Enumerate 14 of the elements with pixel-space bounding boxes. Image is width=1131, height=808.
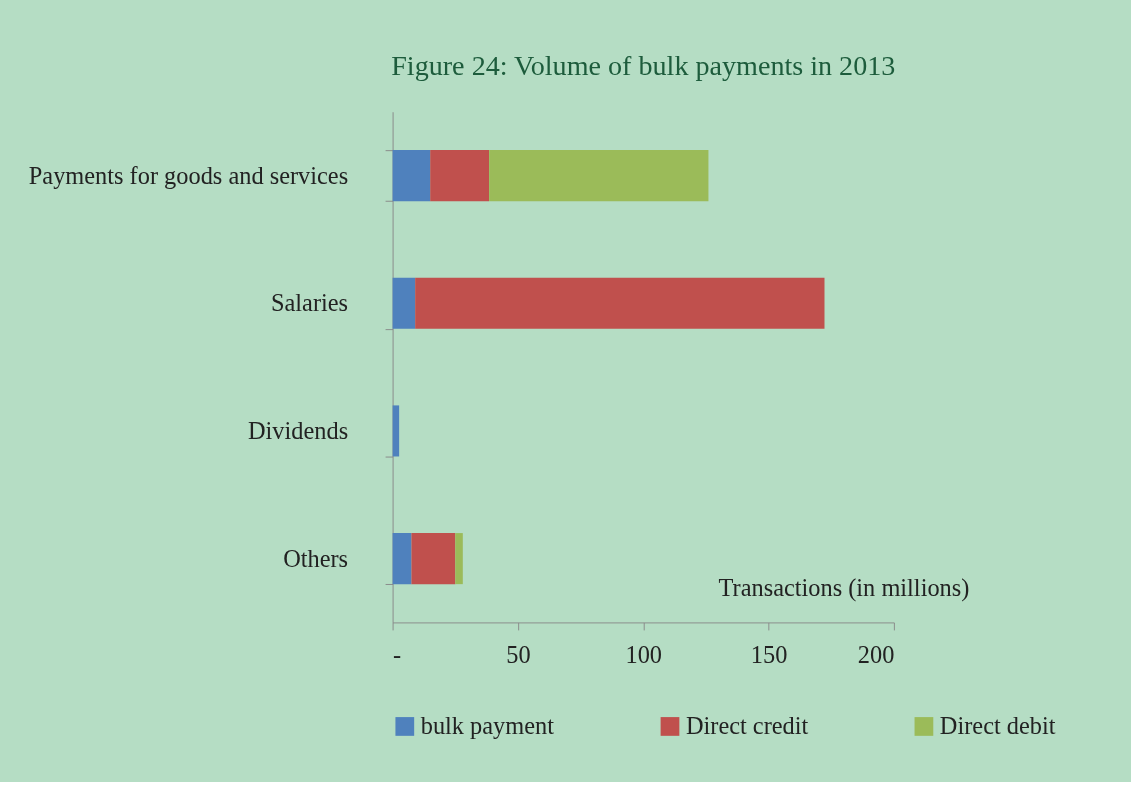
x-axis-title: Transactions (in millions) [718, 573, 970, 602]
x-tick-label: 200 [857, 641, 895, 669]
x-tick-label: 50 [506, 641, 531, 669]
y-tick-label: Payments for goods and services [28, 161, 349, 189]
y-tick-label: Dividends [247, 416, 349, 444]
x-tick-label: - [393, 641, 402, 669]
legend-label: Direct debit [939, 711, 1056, 739]
legend-label: Direct credit [685, 711, 809, 739]
x-tick-label: 100 [625, 641, 663, 669]
chart-title: Figure 24: Volume of bulk payments in 2013 [391, 50, 896, 82]
legend-label: bulk payment [420, 711, 555, 739]
x-tick-label: 150 [750, 641, 788, 669]
y-tick-label: Salaries [270, 289, 349, 317]
y-tick-label: Others [283, 544, 349, 572]
